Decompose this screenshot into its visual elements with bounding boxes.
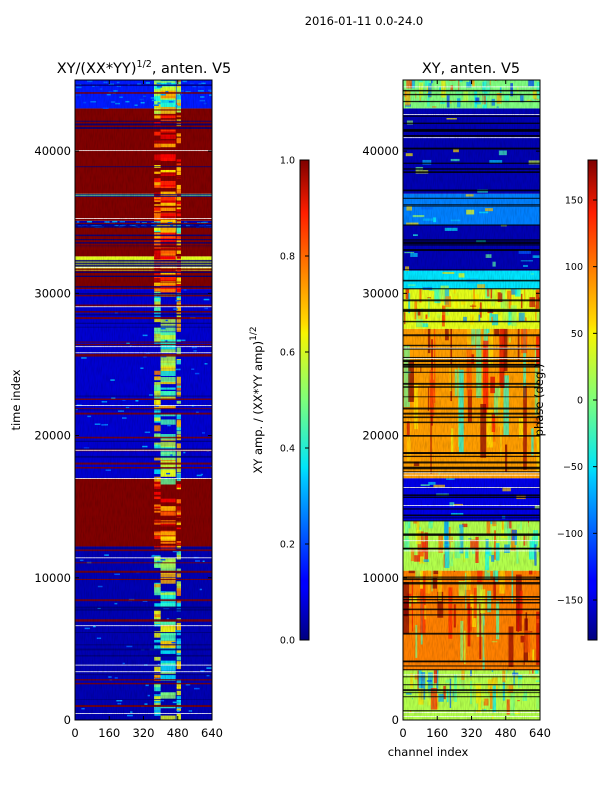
- phase-x-tick-label: 0: [399, 726, 406, 740]
- amp-colorbar-tick-label: 0.0: [280, 636, 295, 647]
- phase-streak: [539, 670, 540, 686]
- amp-y-tick-label: 30000: [34, 286, 71, 300]
- phase-colorbar-tick-label: −100: [557, 529, 583, 540]
- phase-colorbar-tick-label: 100: [565, 262, 583, 273]
- phase-colorbar-tick-label: −50: [563, 462, 583, 473]
- phase-y-tick-label: 30000: [362, 286, 399, 300]
- amp-y-tick-label: 40000: [34, 144, 71, 158]
- amp-y-tick-label: 10000: [34, 571, 71, 585]
- phase-y-tick-label: 10000: [362, 571, 399, 585]
- phase-x-tick-label: 480: [495, 726, 517, 740]
- phase-colorbar-tick-label: 150: [565, 196, 583, 207]
- phase-y-tick-label: 40000: [362, 144, 399, 158]
- phase-colorbar-tick-label: 50: [571, 329, 583, 340]
- phase-x-tick-label: 160: [426, 726, 448, 740]
- phase-x-tick-label: 640: [529, 726, 551, 740]
- phase-colorbar-ticks: −150 −100 −50 0 50 100 150: [557, 196, 597, 607]
- phase-x-label: channel index: [388, 745, 469, 759]
- amp-y-axis: 0 10000 20000 30000 40000: [34, 144, 212, 727]
- amp-x-tick-label: 320: [133, 726, 155, 740]
- figure-suptitle: 2016-01-11 0.0-24.0: [305, 14, 424, 28]
- amp-x-tick-label: 0: [71, 726, 78, 740]
- amp-x-tick-label: 160: [98, 726, 120, 740]
- phase-noise: [403, 80, 540, 720]
- amp-colorbar-label: XY amp. / (XX*YY amp)1/2: [249, 326, 265, 473]
- phase-heatmap: [403, 80, 540, 720]
- amp-colorbar-tick-label: 0.8: [280, 252, 295, 263]
- phase-colorbar: [588, 160, 597, 640]
- amp-heatmap: [75, 80, 212, 720]
- amp-x-tick-label: 640: [201, 726, 223, 740]
- amp-colorbar-ticks: 0.0 0.2 0.4 0.6 0.8 1.0: [280, 156, 309, 647]
- phase-x-tick-label: 320: [461, 726, 483, 740]
- amp-colorbar-tick-label: 0.2: [280, 540, 295, 551]
- phase-colorbar-label: phase (deg.): [532, 364, 546, 437]
- phase-colorbar-tick-label: 0: [577, 396, 583, 407]
- phase-y-axis: 0 10000 20000 30000 40000: [362, 144, 540, 727]
- phase-y-tick-label: 0: [392, 713, 399, 727]
- amp-x-tick-label: 480: [167, 726, 189, 740]
- amp-y-label: time index: [9, 369, 23, 430]
- phase-panel-title: XY, anten. V5: [422, 61, 520, 77]
- amp-colorbar: [300, 160, 309, 640]
- phase-colorbar-tick-label: −150: [557, 596, 583, 607]
- amp-colorbar-tick-label: 1.0: [280, 156, 295, 167]
- phase-y-tick-label: 20000: [362, 429, 399, 443]
- amp-panel-title: XY/(XX*YY)1/2, anten. V5: [57, 59, 232, 77]
- amp-y-tick-label: 20000: [34, 429, 71, 443]
- amp-y-tick-label: 0: [64, 713, 71, 727]
- phase-x-axis: 0 160 320 480 640: [399, 80, 551, 740]
- amp-colorbar-tick-label: 0.6: [280, 348, 295, 359]
- amp-noise: [75, 80, 212, 720]
- amp-colorbar-tick-label: 0.4: [280, 444, 295, 455]
- amp-colorbar-frame: [299, 159, 310, 641]
- amp-x-axis: 0 160 320 480 640: [71, 80, 223, 740]
